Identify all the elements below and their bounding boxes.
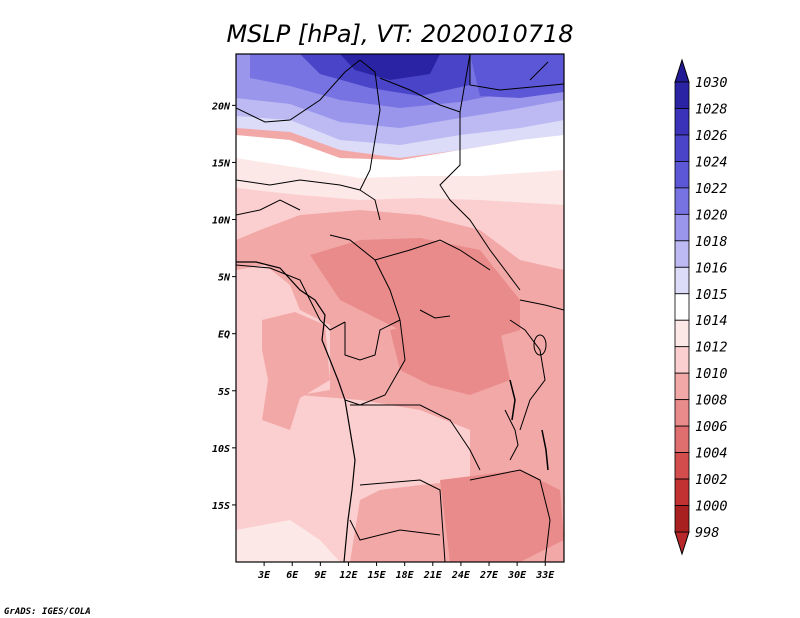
field-atlantic-darker (262, 312, 330, 430)
colorbar-swatch (674, 478, 690, 506)
lat-tick-label: 10S (212, 444, 230, 455)
colorbar-label: 1022 (695, 181, 728, 197)
field-southeast-low (440, 470, 564, 562)
lake-tanganyika (509, 379, 516, 421)
lon-tick-label: 6E (286, 570, 299, 581)
colorbar-label: 1018 (695, 234, 728, 250)
field-central-low (310, 238, 520, 345)
lon-tick-label: 24E (451, 570, 471, 581)
lat-tick-label: 5N (218, 273, 231, 284)
lat-tick-label: 15N (212, 158, 231, 169)
colorbar-label: 1006 (695, 419, 728, 435)
coast-redsea (529, 61, 549, 81)
colorbar-label: 1020 (695, 207, 728, 223)
colorbar-label: 1010 (695, 366, 728, 382)
lat-tick-label: EQ (218, 330, 230, 341)
colorbar-label: 1000 (695, 499, 728, 515)
colorbar-swatch (674, 266, 690, 295)
colorbar-top-arrow (674, 58, 690, 83)
lon-tick-label: 15E (368, 570, 387, 581)
colorbar-label: 1028 (695, 101, 728, 117)
colorbar-swatch (674, 346, 690, 374)
lat-tick-label: 20N (211, 101, 231, 112)
colorbar-label: 1012 (695, 340, 728, 356)
lon-tick-label: 3E (257, 570, 271, 581)
plot-title: MSLP [hPa], VT: 2020010718 (226, 20, 573, 48)
lon-tick-label: 12E (339, 570, 358, 581)
colorbar: 1030 1028 1026 1024 1022 1020 1018 1016 1015 1014… (674, 58, 728, 556)
colorbar-label: 1014 (695, 313, 728, 329)
colorbar-swatch (674, 505, 690, 533)
field-transition-band (236, 132, 564, 178)
colorbar-label: 1008 (695, 393, 728, 409)
colorbar-swatch (674, 319, 690, 348)
colorbar-swatch (674, 240, 690, 268)
colorbar-swatch (674, 213, 690, 242)
colorbar-swatch (674, 161, 690, 189)
country-borders (236, 54, 564, 562)
colorbar-swatch (674, 372, 690, 401)
map-panel (236, 54, 564, 562)
map-frame (235, 53, 565, 563)
lat-tick-label: 5S (218, 387, 230, 398)
field-high-northeast (470, 54, 564, 98)
colorbar-swatch (674, 108, 690, 136)
colorbar-swatch (674, 452, 690, 480)
lat-tick-label: 10N (212, 216, 231, 227)
colorbar-swatch (674, 134, 690, 162)
lon-tick-label: 9E (314, 570, 327, 581)
colorbar-label: 1004 (695, 446, 728, 462)
field-high-north-peak (340, 54, 440, 80)
colorbar-label: 998 (695, 525, 719, 541)
colorbar-swatch (674, 187, 690, 215)
lat-axis: 20N 15N 10N 5N EQ 5S 10S 15S (211, 101, 236, 512)
lake-victoria (533, 334, 547, 356)
colorbar-swatch (674, 399, 690, 427)
lake-malawi (541, 429, 549, 471)
colorbar-bottom-arrow (674, 531, 690, 556)
lon-tick-label: 33E (535, 570, 555, 581)
colorbar-label: 1026 (695, 128, 728, 144)
field-congo-low (390, 320, 510, 395)
lat-tick-label: 15S (212, 501, 230, 512)
lon-tick-label: 21E (423, 570, 443, 581)
colorbar-label: 1015 (695, 287, 728, 303)
lon-tick-label: 30E (507, 570, 527, 581)
lon-tick-label: 27E (479, 570, 499, 581)
colorbar-label: 1030 (695, 75, 728, 91)
lon-axis: 3E 6E 9E 12E 15E 18E 21E 24E 27E 30E 33E (257, 562, 555, 581)
lon-tick-label: 18E (396, 570, 415, 581)
colorbar-swatch (674, 81, 690, 109)
coastline (236, 261, 356, 562)
colorbar-swatch (674, 425, 690, 453)
field-benguela-light (236, 520, 340, 562)
colorbar-label: 1016 (695, 260, 728, 276)
credit-label: GrADS: IGES/COLA (4, 607, 91, 617)
colorbar-swatch (674, 293, 690, 321)
colorbar-label: 1002 (695, 472, 728, 488)
colorbar-label: 1024 (695, 154, 728, 170)
